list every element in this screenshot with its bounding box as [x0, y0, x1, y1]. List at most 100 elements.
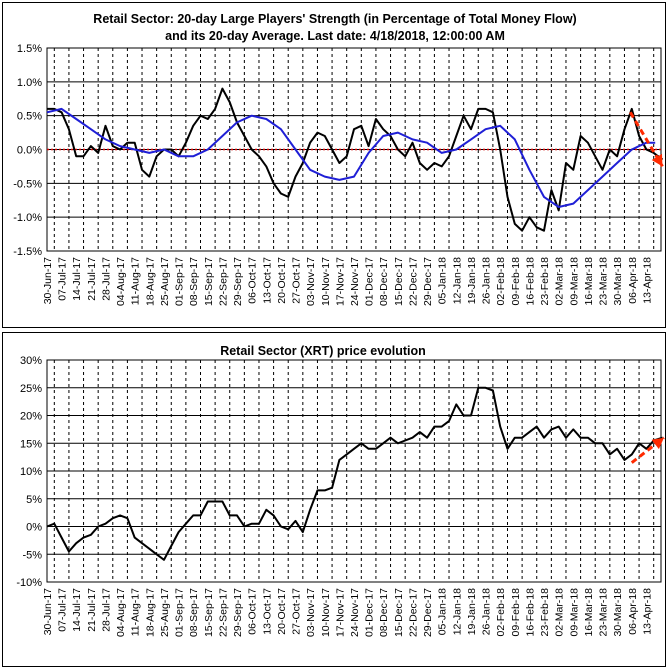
price-ytick-label: 5%: [26, 494, 42, 506]
price-xtick-label: 19-Jan-18: [466, 588, 478, 635]
price-xtick-label: 08-Dec-17: [378, 588, 390, 637]
strength-xtick-label: 08-Sep-17: [188, 257, 200, 306]
price-xtick-label: 30-Mar-18: [612, 588, 624, 637]
price-xtick-label: 29-Dec-17: [422, 588, 434, 637]
strength-xtick-label: 15-Sep-17: [203, 257, 215, 306]
strength-xtick-label: 23-Mar-18: [598, 257, 610, 306]
price-xtick-label: 09-Mar-18: [568, 588, 580, 637]
price-xtick-label: 13-Apr-18: [641, 588, 653, 635]
price-xtick-label: 04-Aug-17: [115, 588, 127, 637]
price-xtick-label: 26-Jan-18: [481, 588, 493, 635]
strength-xtick-label: 25-Aug-17: [159, 257, 171, 306]
price-xtick-label: 22-Dec-17: [407, 588, 419, 637]
strength-chart-title: Retail Sector: 20-day Large Players' Str…: [93, 12, 576, 26]
price-chart: Retail Sector (XRT) price evolution 30% 2…: [16, 344, 665, 637]
price-ytick-label: -10%: [16, 577, 42, 589]
price-xtick-label: 21-Jul-17: [86, 588, 98, 632]
price-xtick-label: 03-Nov-17: [305, 588, 317, 637]
strength-xtick-label: 06-Apr-18: [627, 257, 639, 304]
strength-xtick-label: 19-Jan-18: [466, 257, 478, 304]
strength-xtick-label: 02-Feb-18: [495, 257, 507, 306]
strength-chart-title-line2: and its 20-day Average. Last date: 4/18/…: [165, 29, 505, 43]
price-ytick-label: -5%: [22, 549, 42, 561]
strength-xtick-label: 01-Sep-17: [174, 257, 186, 306]
price-ytick-label: 30%: [20, 355, 42, 367]
price-xtick-label: 01-Dec-17: [364, 588, 376, 637]
price-xtick-label: 14-Jul-17: [71, 588, 83, 632]
price-xtick-label: 22-Sep-17: [217, 588, 229, 637]
price-xtick-label: 06-Apr-18: [627, 588, 639, 635]
price-xtick-label: 09-Feb-18: [510, 588, 522, 637]
price-xtick-label: 23-Mar-18: [598, 588, 610, 637]
strength-xtick-label: 23-Feb-18: [539, 257, 551, 306]
strength-xtick-label: 09-Mar-18: [568, 257, 580, 306]
strength-xtick-label: 15-Dec-17: [393, 257, 405, 306]
price-xtick-label: 16-Feb-18: [524, 588, 536, 637]
strength-xtick-label: 17-Nov-17: [334, 257, 346, 306]
strength-xtick-label: 30-Jun-17: [42, 257, 54, 304]
strength-xtick-label: 29-Dec-17: [422, 257, 434, 306]
strength-xtick-label: 13-Apr-18: [641, 257, 653, 304]
strength-xtick-label: 29-Sep-17: [232, 257, 244, 306]
strength-ytick-label: -0.5%: [13, 178, 42, 190]
strength-xtick-label: 03-Nov-17: [305, 257, 317, 306]
price-chart-title: Retail Sector (XRT) price evolution: [220, 344, 426, 358]
price-xtick-label: 02-Feb-18: [495, 588, 507, 637]
price-xtick-label: 24-Nov-17: [349, 588, 361, 637]
strength-xtick-label: 01-Dec-17: [364, 257, 376, 306]
price-xtick-label: 12-Jan-18: [451, 588, 463, 635]
price-xtick-label: 01-Sep-17: [174, 588, 186, 637]
strength-xtick-label: 11-Aug-17: [130, 257, 142, 305]
strength-xtick-label: 30-Mar-18: [612, 257, 624, 306]
price-xtick-label: 15-Sep-17: [203, 588, 215, 637]
strength-xtick-label: 04-Aug-17: [115, 257, 127, 306]
price-xtick-label: 07-Jul-17: [57, 588, 69, 632]
strength-xtick-label: 13-Oct-17: [261, 257, 273, 304]
price-ytick-label: 0%: [26, 522, 42, 534]
strength-xtick-label: 05-Jan-18: [437, 257, 449, 304]
price-series-line-0: [46, 386, 663, 561]
price-xtick-label: 10-Nov-17: [320, 588, 332, 637]
strength-series-line-0: [47, 87, 664, 232]
price-chart-panel: Retail Sector (XRT) price evolution 30% 2…: [2, 332, 666, 667]
strength-xtick-label: 08-Dec-17: [378, 257, 390, 306]
strength-ytick-label: 0.0%: [17, 145, 42, 157]
strength-xtick-label: 10-Nov-17: [320, 257, 332, 306]
strength-xtick-label: 20-Oct-17: [276, 257, 288, 304]
price-xtick-label: 18-Aug-17: [144, 588, 156, 637]
price-plot-frame: [46, 359, 662, 583]
price-ytick-label: 10%: [20, 466, 42, 478]
price-xtick-label: 25-Aug-17: [159, 588, 171, 637]
strength-series-line-1: [46, 107, 656, 208]
price-xtick-label: 15-Dec-17: [393, 588, 405, 637]
price-xtick-label: 06-Oct-17: [247, 588, 259, 635]
price-xtick-label: 28-Jul-17: [100, 588, 112, 632]
price-xtick-label: 16-Mar-18: [583, 588, 595, 637]
price-ytick-label: 15%: [20, 438, 42, 450]
strength-ytick-label: 0.5%: [17, 111, 42, 123]
strength-xtick-label: 22-Sep-17: [217, 257, 229, 306]
strength-xtick-label: 27-Oct-17: [291, 257, 303, 304]
strength-xtick-label: 16-Mar-18: [583, 257, 595, 306]
price-xtick-label: 20-Oct-17: [276, 588, 288, 635]
strength-xtick-label: 24-Nov-17: [349, 257, 361, 306]
strength-xtick-label: 12-Jan-18: [451, 257, 463, 304]
price-xtick-label: 02-Mar-18: [554, 588, 566, 637]
strength-xtick-label: 18-Aug-17: [144, 257, 156, 306]
strength-xtick-label: 06-Oct-17: [247, 257, 259, 304]
price-xtick-label: 17-Nov-17: [334, 588, 346, 637]
price-xtick-label: 08-Sep-17: [188, 588, 200, 637]
strength-chart: Retail Sector: 20-day Large Players' Str…: [13, 12, 664, 306]
price-ytick-label: 25%: [20, 383, 42, 395]
strength-ytick-label: -1.5%: [13, 246, 42, 258]
price-xtick-label: 11-Aug-17: [130, 588, 142, 636]
strength-xtick-label: 21-Jul-17: [86, 257, 98, 301]
strength-ytick-label: -1.0%: [13, 212, 42, 224]
strength-ytick-label: 1.0%: [17, 77, 42, 89]
strength-xtick-label: 09-Feb-18: [510, 257, 522, 306]
price-xtick-label: 29-Sep-17: [232, 588, 244, 637]
strength-xtick-label: 14-Jul-17: [71, 257, 83, 301]
strength-trend-arrow-head: [651, 153, 663, 167]
price-xtick-label: 13-Oct-17: [261, 588, 273, 635]
price-xtick-label: 27-Oct-17: [291, 588, 303, 635]
